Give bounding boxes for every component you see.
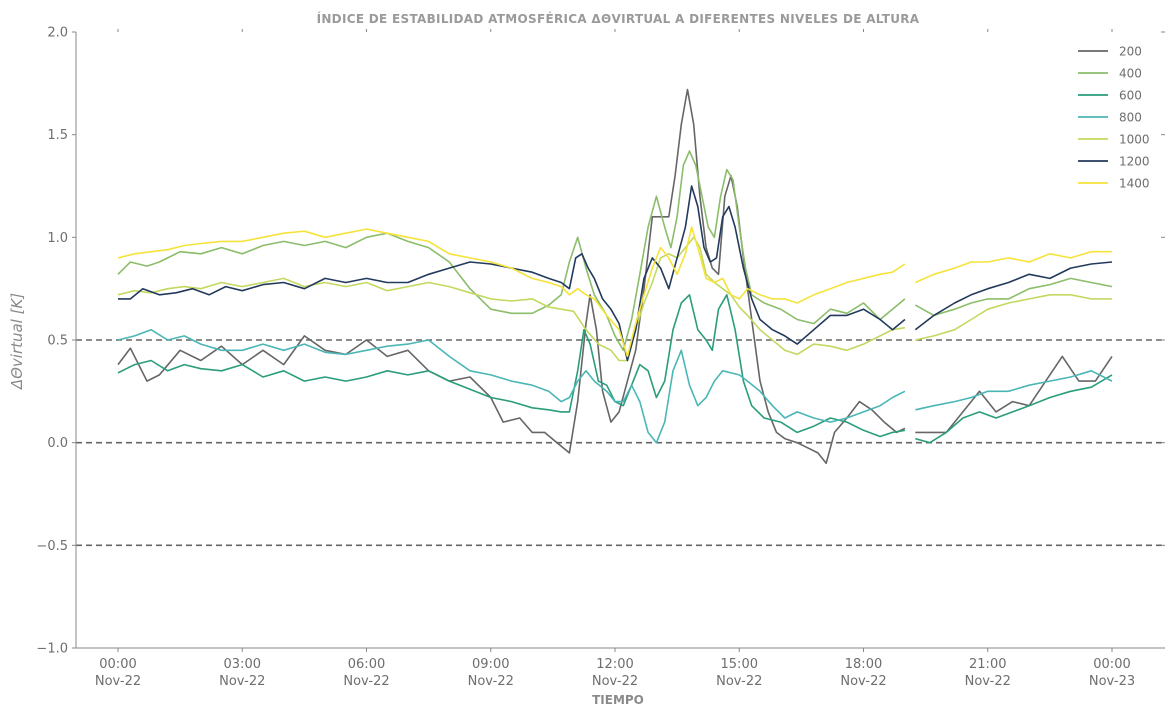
- series-line-1400: [117, 226, 906, 358]
- y-tick-label: −0.5: [36, 539, 68, 554]
- x-axis-title: TIEMPO: [592, 693, 644, 707]
- series-line-800: [117, 328, 906, 444]
- series-line-200: [915, 355, 1113, 434]
- x-tick-label-time: 00:00: [99, 657, 136, 672]
- y-tick-label: 2.0: [47, 26, 68, 41]
- chart-title: ÍNDICE DE ESTABILIDAD ATMOSFÉRICA ΔΘVIRT…: [317, 11, 920, 26]
- legend: 200 400 600 800 1000 1200 1400: [1078, 45, 1150, 191]
- series-group: [117, 88, 1113, 464]
- x-tick-label-time: 12:00: [596, 657, 633, 672]
- y-tick-label: 1.5: [47, 128, 68, 143]
- x-tick-label-date: Nov-22: [716, 674, 762, 689]
- legend-label-1000: 1000: [1119, 133, 1150, 147]
- y-tick-label: −1.0: [36, 642, 68, 657]
- x-tick-label-date: Nov-22: [219, 674, 265, 689]
- x-axis-ticks: 00:00 Nov-22 03:00 Nov-22 06:00 Nov-22 09:00 No…: [95, 29, 1135, 689]
- x-tick-label-time: 03:00: [224, 657, 261, 672]
- series-line-1200: [118, 185, 906, 362]
- x-tick-label-time: 06:00: [348, 657, 385, 672]
- legend-label-200: 200: [1119, 45, 1142, 59]
- legend-label-800: 800: [1119, 111, 1142, 125]
- series-line-800: [915, 370, 1113, 411]
- legend-label-1200: 1200: [1119, 155, 1150, 169]
- x-tick-label-time: 09:00: [472, 657, 509, 672]
- legend-label-600: 600: [1119, 89, 1142, 103]
- y-tick-label: 0.0: [47, 436, 68, 451]
- x-tick-label-time: 00:00: [1093, 657, 1130, 672]
- y-tick-label: 1.0: [47, 231, 68, 246]
- x-tick-label-date: Nov-22: [343, 674, 389, 689]
- series-line-200: [117, 88, 906, 464]
- series-line-1000: [915, 294, 1112, 341]
- y-axis-title: ΔΘvirtual [K]: [8, 293, 26, 390]
- x-tick-label-date: Nov-23: [1089, 674, 1135, 689]
- reference-lines: [76, 339, 1165, 547]
- series-line-1400: [914, 250, 1112, 284]
- x-tick-label-time: 18:00: [845, 657, 882, 672]
- legend-label-1400: 1400: [1119, 177, 1150, 191]
- x-tick-label-date: Nov-22: [95, 674, 141, 689]
- series-line-600: [915, 374, 1113, 444]
- x-tick-label-time: 15:00: [721, 657, 758, 672]
- y-axis-ticks: −1.0 −0.5 0.0 0.5 1.0 1.5 2.0: [36, 26, 1165, 657]
- series-line-1200: [914, 261, 1113, 331]
- x-tick-label-date: Nov-22: [468, 674, 514, 689]
- x-tick-label-time: 21:00: [969, 657, 1006, 672]
- y-tick-label: 0.5: [47, 334, 68, 349]
- series-line-600: [117, 294, 906, 438]
- series-line-400: [117, 150, 906, 352]
- series-line-400: [914, 277, 1113, 317]
- x-tick-label-date: Nov-22: [592, 674, 638, 689]
- legend-label-400: 400: [1119, 67, 1142, 81]
- x-tick-label-date: Nov-22: [965, 674, 1011, 689]
- series-line-1000: [117, 236, 906, 362]
- x-tick-label-date: Nov-22: [840, 674, 886, 689]
